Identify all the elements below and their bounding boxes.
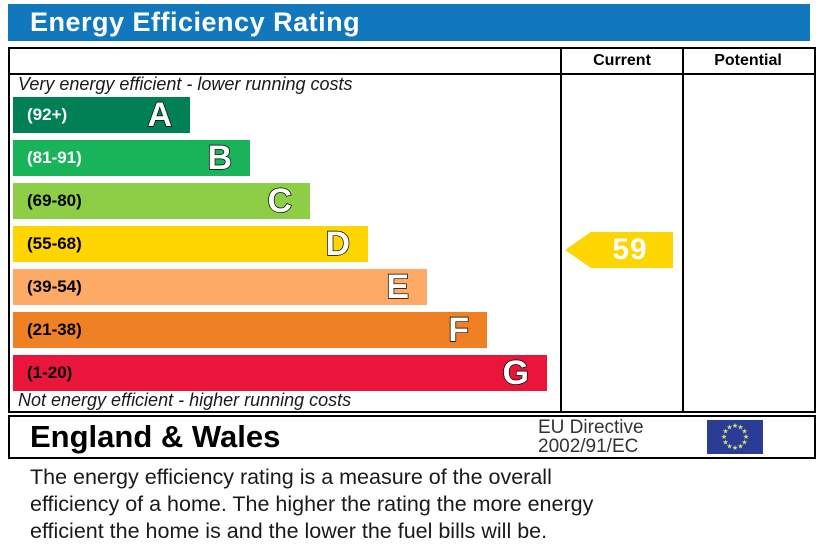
title-bar: Energy Efficiency Rating — [8, 4, 810, 41]
eu-flag-stars: ★ ★ ★ ★ ★ ★ ★ ★ ★ ★ ★ ★ — [721, 422, 749, 452]
band-a: (92+) A — [13, 96, 190, 134]
column-divider-current — [560, 49, 562, 411]
band-g-letter: G — [502, 354, 530, 392]
band-e-range: (39-54) — [27, 277, 82, 296]
description-line-1: The energy efficiency rating is a measur… — [30, 465, 552, 489]
band-g: (1-20) G — [13, 354, 547, 392]
footer-bar: England & Wales EU Directive 2002/91/EC … — [8, 415, 816, 459]
svg-text:★: ★ — [722, 439, 728, 447]
svg-text:★: ★ — [732, 422, 738, 430]
svg-text:★: ★ — [726, 443, 732, 451]
eu-directive-label: EU Directive 2002/91/EC — [538, 418, 708, 456]
bottom-caption: Not energy efficient - higher running co… — [18, 390, 352, 410]
svg-text:★: ★ — [741, 428, 747, 436]
band-c-letter: C — [267, 182, 293, 220]
band-f: (21-38) F — [13, 311, 487, 349]
band-f-letter: F — [448, 311, 470, 349]
band-b-letter: B — [207, 139, 233, 177]
svg-text:★: ★ — [737, 423, 743, 431]
svg-text:★: ★ — [732, 444, 738, 452]
region-label: England & Wales — [30, 419, 281, 454]
svg-text:★: ★ — [721, 433, 727, 441]
band-b: (81-91) B — [13, 139, 250, 177]
potential-column-header: Potential — [714, 52, 782, 69]
eu-flag-icon: ★ ★ ★ ★ ★ ★ ★ ★ ★ ★ ★ ★ — [707, 420, 763, 454]
svg-text:★: ★ — [737, 443, 743, 451]
band-d: (55-68) D — [13, 225, 368, 263]
band-c-range: (69-80) — [27, 191, 82, 210]
band-a-letter: A — [147, 96, 173, 134]
band-e: (39-54) E — [13, 268, 427, 306]
eu-directive-line2: 2002/91/EC — [538, 436, 639, 457]
rating-table: Current Potential Very energy efficient … — [8, 47, 816, 413]
svg-text:★: ★ — [722, 428, 728, 436]
current-rating-arrow: 59 — [565, 232, 673, 268]
band-e-letter: E — [386, 268, 410, 306]
description-line-2: efficiency of a home. The higher the rat… — [30, 492, 594, 516]
band-b-range: (81-91) — [27, 148, 82, 167]
current-column-header: Current — [593, 52, 651, 69]
page-title: Energy Efficiency Rating — [30, 7, 361, 37]
band-d-range: (55-68) — [27, 234, 82, 253]
current-rating-value: 59 — [612, 233, 648, 266]
band-a-range: (92+) — [27, 105, 68, 124]
svg-text:★: ★ — [743, 433, 749, 441]
description-line-3: efficient the home is and the lower the … — [30, 519, 548, 543]
band-g-range: (1-20) — [27, 363, 73, 382]
header-divider — [10, 73, 814, 75]
band-d-letter: D — [325, 225, 351, 263]
band-f-range: (21-38) — [27, 320, 82, 339]
column-divider-potential — [682, 49, 684, 411]
svg-text:★: ★ — [741, 439, 747, 447]
svg-text:★: ★ — [726, 423, 732, 431]
band-c: (69-80) C — [13, 182, 310, 220]
eu-directive-line1: EU Directive — [538, 417, 644, 438]
top-caption: Very energy efficient - lower running co… — [18, 74, 353, 94]
description-text: The energy efficiency rating is a measur… — [30, 464, 810, 545]
